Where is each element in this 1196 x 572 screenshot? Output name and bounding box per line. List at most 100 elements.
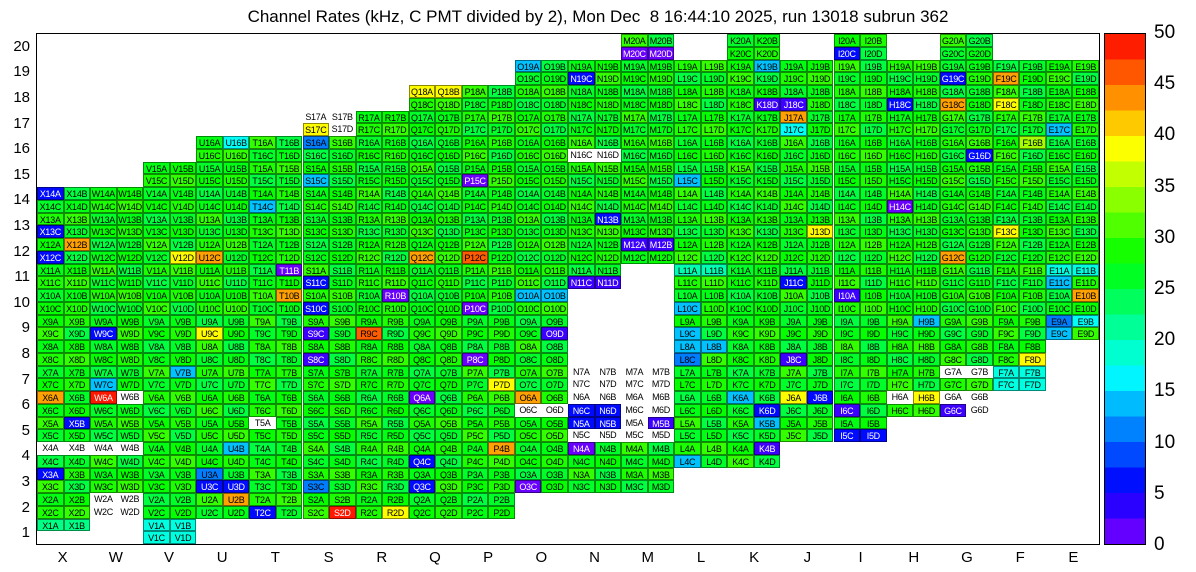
heatmap-cell-L15D: L15D <box>700 174 728 187</box>
heatmap-cell-Q8C: Q8C <box>408 352 436 366</box>
heatmap-cell-X10C: X10C <box>37 301 64 315</box>
heatmap-cell-K13B: K13B <box>753 212 781 226</box>
heatmap-cell-I18B: I18B <box>860 85 887 98</box>
heatmap-cell-F17C: F17C <box>992 123 1020 136</box>
heatmap-cell-N15A: N15A <box>568 161 595 175</box>
heatmap-cell-N16D: N16D <box>596 149 619 160</box>
heatmap-cell-X2B: X2B <box>63 493 91 506</box>
heatmap-cell-N19C: N19C <box>568 72 595 85</box>
heatmap-cell-P4B: P4B <box>488 442 515 455</box>
heatmap-cell-F9B: F9B <box>1019 314 1046 328</box>
heatmap-cell-E16A: E16A <box>1045 136 1073 149</box>
heatmap-cell-T15D: T15D <box>275 174 303 187</box>
heatmap-cell-W7D: W7D <box>116 378 144 391</box>
heatmap-cell-O13A: O13A <box>514 212 542 226</box>
heatmap-cell-F8A: F8A <box>992 340 1020 353</box>
heatmap-cell-R5B: R5B <box>382 416 409 430</box>
heatmap-cell-M14A: M14A <box>621 187 648 200</box>
heatmap-cell-L8A: L8A <box>674 340 701 353</box>
heatmap-cell-T3B: T3B <box>275 467 303 481</box>
heatmap-cell-K12C: K12C <box>727 250 754 264</box>
heatmap-cell-X14B: X14B <box>63 187 91 200</box>
heatmap-cell-F10D: F10D <box>1019 301 1046 315</box>
heatmap-cell-G6D: G6D <box>970 404 989 415</box>
heatmap-cell-K4A: K4A <box>727 442 754 455</box>
heatmap-cell-Q14C: Q14C <box>408 199 436 213</box>
heatmap-cell-H14D: H14D <box>913 199 940 213</box>
heatmap-cell-Q2D: Q2D <box>435 505 462 519</box>
heatmap-cell-I5A: I5A <box>833 416 861 430</box>
x-axis-label-V: V <box>163 549 174 566</box>
heatmap-cell-W4D: W4D <box>116 454 144 468</box>
heatmap-cell-J14D: J14D <box>806 199 834 213</box>
heatmap-cell-F15C: F15C <box>992 174 1020 187</box>
heatmap-cell-X11B: X11B <box>63 263 91 277</box>
heatmap-cell-J18C: J18C <box>780 97 807 111</box>
heatmap-cell-S6C: S6C <box>302 403 330 417</box>
heatmap-cell-F17D: F17D <box>1019 123 1046 136</box>
heatmap-cell-K8D: K8D <box>753 352 781 366</box>
heatmap-cell-O11C: O11C <box>514 276 542 289</box>
heatmap-cell-S5B: S5B <box>329 416 356 430</box>
x-axis-label-W: W <box>108 549 123 566</box>
heatmap-cell-S13D: S13D <box>329 225 356 238</box>
heatmap-cell-O12B: O12B <box>541 238 568 251</box>
heatmap-cell-O12A: O12A <box>514 238 542 251</box>
heatmap-cell-L7C: L7C <box>674 378 701 391</box>
heatmap-cell-U12A: U12A <box>196 238 223 251</box>
heatmap-cell-M12D: M12D <box>647 250 675 264</box>
heatmap-cell-O18A: O18A <box>514 85 542 98</box>
heatmap-cell-T5B: T5B <box>275 416 303 430</box>
heatmap-cell-K10B: K10B <box>753 289 781 302</box>
heatmap-cell-O4C: O4C <box>514 454 542 468</box>
heatmap-cell-G15B: G15B <box>966 161 993 175</box>
heatmap-cell-F8D: F8D <box>1019 352 1046 366</box>
heatmap-cell-H18B: H18B <box>913 85 940 98</box>
heatmap-cell-G20C: G20C <box>939 46 967 60</box>
heatmap-cell-G16A: G16A <box>939 136 967 149</box>
heatmap-cell-G17A: G17A <box>939 110 967 124</box>
heatmap-cell-I20A: I20A <box>833 34 861 47</box>
heatmap-cell-O9D: O9D <box>541 327 568 340</box>
heatmap-cell-W9C: W9C <box>90 327 117 340</box>
heatmap-cell-N16C: N16C <box>570 149 593 160</box>
heatmap-cell-O3B: O3B <box>541 467 568 481</box>
heatmap-cell-U5C: U5C <box>196 429 223 442</box>
heatmap-cell-P5B: P5B <box>488 416 515 430</box>
heatmap-cell-X2D: X2D <box>63 505 91 519</box>
heatmap-cell-U11B: U11B <box>222 263 250 277</box>
heatmap-cell-H10C: H10C <box>886 301 914 315</box>
heatmap-cell-G11D: G11D <box>966 276 993 289</box>
heatmap-cell-K17A: K17A <box>727 110 754 124</box>
heatmap-cell-I6B: I6B <box>860 391 887 404</box>
heatmap-cell-M13D: M13D <box>647 225 675 238</box>
heatmap-cell-R3A: R3A <box>355 467 383 481</box>
heatmap-cell-O14C: O14C <box>514 199 542 213</box>
heatmap-cell-G10C: G10C <box>939 301 967 315</box>
heatmap-cell-J11C: J11C <box>780 276 807 289</box>
heatmap-cell-S5A: S5A <box>302 416 330 430</box>
heatmap-cell-L11D: L11D <box>700 276 728 289</box>
y-axis-label-2: 2 <box>21 498 30 516</box>
heatmap-cell-H15B: H15B <box>913 161 940 175</box>
heatmap-cell-S8D: S8D <box>329 352 356 366</box>
heatmap-cell-S17A: S17A <box>305 111 327 122</box>
heatmap-cell-S16B: S16B <box>329 136 356 149</box>
heatmap-cell-K4B: K4B <box>753 442 781 455</box>
heatmap-cell-O11A: O11A <box>514 263 542 277</box>
heatmap-cell-X11A: X11A <box>37 263 64 277</box>
heatmap-cell-G15C: G15C <box>939 174 967 187</box>
heatmap-cell-R17C: R17C <box>355 123 383 136</box>
heatmap-cell-J19A: J19A <box>780 59 807 73</box>
heatmap-cell-U9D: U9D <box>222 327 250 340</box>
heatmap-cell-J6D: J6D <box>806 403 834 417</box>
heatmap-cell-U15A: U15A <box>196 161 223 175</box>
heatmap-cell-T11D: T11D <box>275 276 303 289</box>
heatmap-cell-G10A: G10A <box>939 289 967 302</box>
heatmap-cell-V14A: V14A <box>143 187 170 200</box>
heatmap-cell-Q12A: Q12A <box>408 238 436 251</box>
heatmap-cell-N18B: N18B <box>594 85 622 98</box>
heatmap-cell-P6D: P6D <box>488 403 515 417</box>
heatmap-cell-L18C: L18C <box>674 97 701 111</box>
heatmap-cell-G13C: G13C <box>939 225 967 238</box>
